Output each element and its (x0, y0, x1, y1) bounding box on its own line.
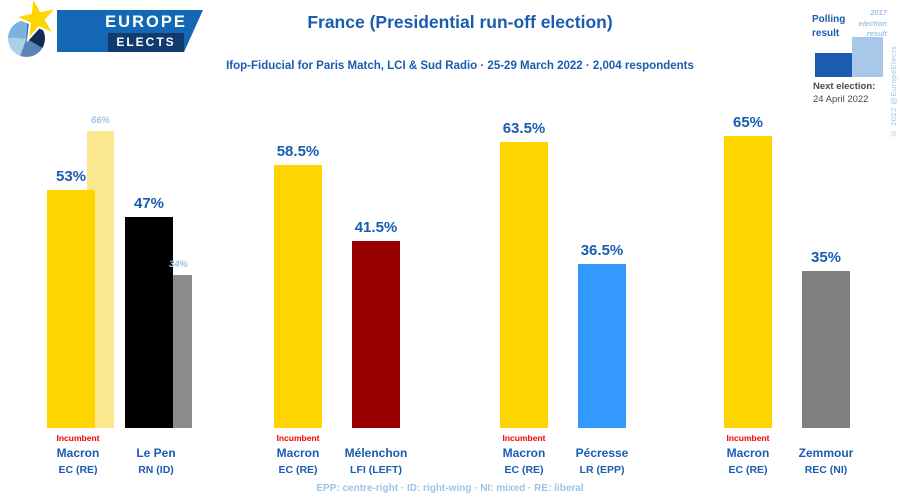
value-label-le-pen: 47% (133, 194, 165, 212)
candidate-label-le-pen: Le Pen (136, 446, 176, 460)
party-label-macron: EC (RE) (728, 464, 768, 476)
legend-polling-swatch (815, 53, 852, 77)
bar-m-lenchon-poll (352, 241, 400, 428)
logo-word-europe: EUROPE (105, 13, 187, 31)
incumbent-label: Incumbent (276, 433, 320, 443)
value-label-macron-2017: 66% (90, 115, 110, 126)
value-label-macron: 58.5% (276, 142, 320, 160)
party-group-footnote: EPP: centre-right · ID: right-wing · NI:… (316, 483, 584, 494)
party-label-le-pen: RN (ID) (138, 464, 174, 476)
value-label-le-pen-2017: 34% (168, 259, 188, 270)
bar-p-cresse-poll (578, 263, 626, 428)
legend-2017-result-label: 2017 election result (858, 8, 887, 38)
bar-le-pen-poll (125, 216, 173, 428)
value-label-macron: 53% (55, 167, 87, 185)
value-label-macron: 65% (732, 113, 764, 131)
legend-polling-result-label: Polling result (812, 14, 846, 39)
incumbent-label: Incumbent (502, 433, 546, 443)
value-label-m-lenchon: 41.5% (354, 219, 398, 237)
chart-title: France (Presidential run-off election) (307, 12, 613, 32)
party-label-macron: EC (RE) (278, 464, 318, 476)
party-label-zemmour: REC (NI) (804, 464, 848, 476)
candidate-label-macron: Macron (56, 446, 100, 460)
value-label-macron: 63.5% (502, 120, 546, 138)
chart-subtitle: Ifop-Fiducial for Paris Match, LCI & Sud… (226, 60, 694, 72)
logo-word-elects: ELECTS (116, 35, 176, 49)
candidate-label-zemmour: Zemmour (798, 446, 854, 460)
incumbent-label: Incumbent (726, 433, 770, 443)
bar-macron-poll (47, 189, 95, 428)
value-label-zemmour: 35% (810, 248, 842, 266)
logo-elects-box (108, 33, 184, 52)
incumbent-label: Incumbent (56, 433, 100, 443)
next-election-label: Next election: (813, 81, 876, 92)
value-label-p-cresse: 36.5% (580, 241, 624, 259)
party-label-p-cresse: LR (EPP) (579, 464, 625, 476)
bar-zemmour-poll (802, 270, 850, 428)
candidate-label-p-cresse: Pécresse (575, 446, 629, 460)
party-label-macron: EC (RE) (504, 464, 544, 476)
legend-2017-swatch (852, 37, 883, 77)
party-label-macron: EC (RE) (58, 464, 98, 476)
party-label-m-lenchon: LFI (LEFT) (350, 464, 402, 476)
bar-macron-poll (500, 142, 548, 428)
candidate-label-macron: Macron (726, 446, 770, 460)
candidate-label-m-lenchon: Mélenchon (344, 446, 408, 460)
candidate-label-macron: Macron (502, 446, 546, 460)
next-election-date: 24 April 2022 (813, 94, 869, 105)
candidate-label-macron: Macron (276, 446, 320, 460)
bar-macron-poll (724, 135, 772, 428)
pie-chart-icon (8, 20, 45, 57)
bar-macron-poll (274, 164, 322, 428)
